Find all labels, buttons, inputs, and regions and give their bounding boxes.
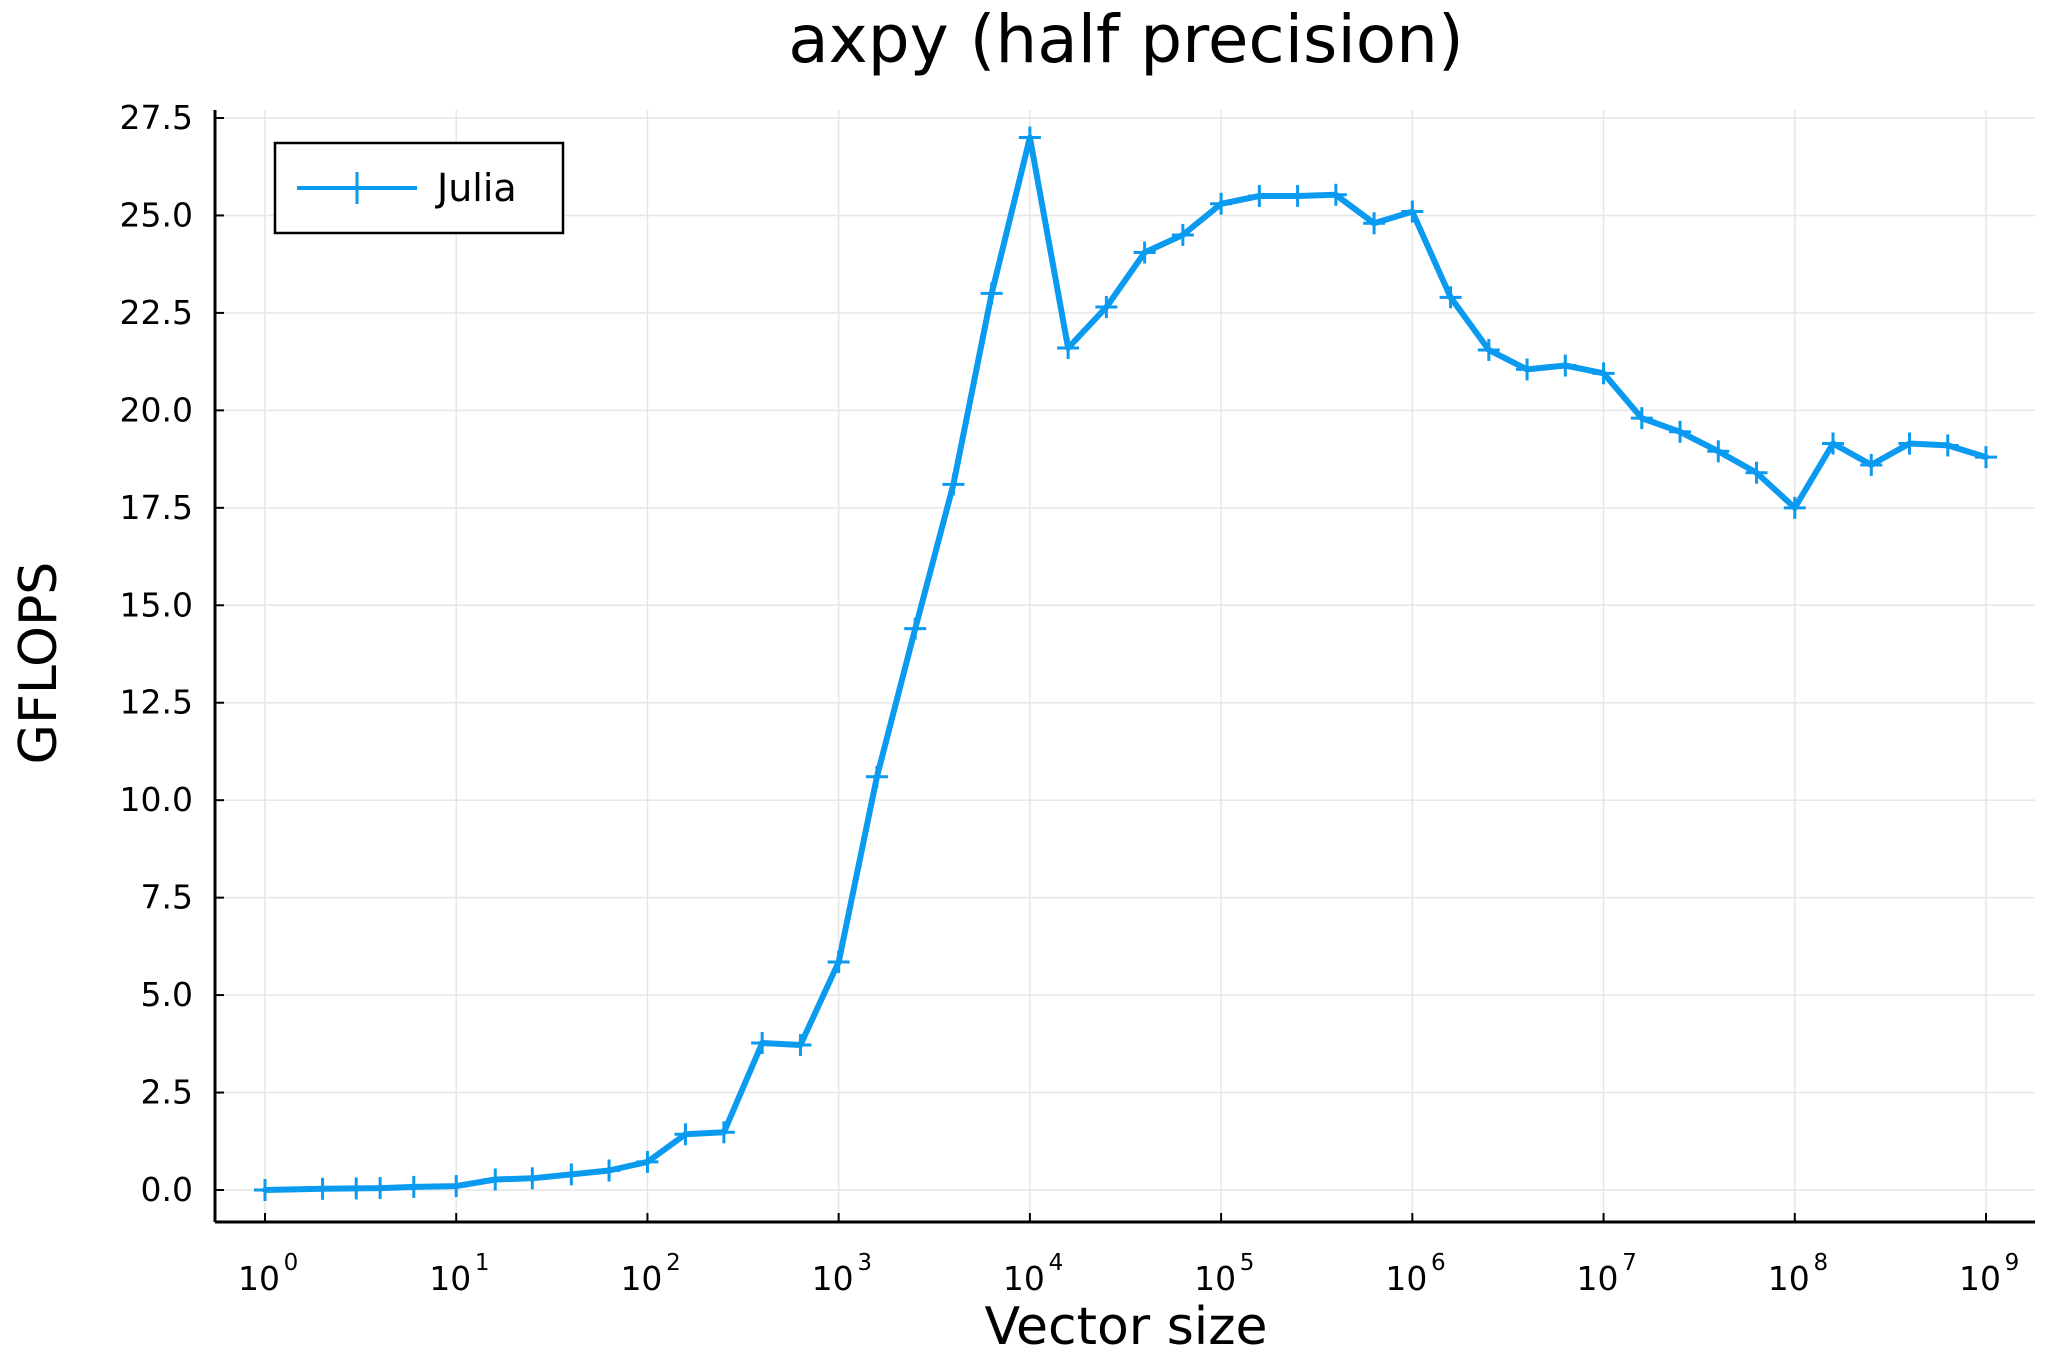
x-tick-label: 10 bbox=[1768, 1259, 1810, 1298]
data-point bbox=[636, 1150, 659, 1173]
x-tick-label: 10 bbox=[1003, 1259, 1045, 1298]
x-tick-exponent: 2 bbox=[666, 1250, 681, 1276]
data-point bbox=[521, 1167, 544, 1190]
data-point bbox=[980, 282, 1003, 305]
data-point bbox=[484, 1168, 507, 1191]
data-point bbox=[1477, 338, 1500, 361]
data-point bbox=[942, 473, 965, 496]
legend-label: Julia bbox=[435, 166, 517, 210]
data-point bbox=[369, 1177, 392, 1200]
x-tick-label: 10 bbox=[429, 1259, 471, 1298]
data-point bbox=[751, 1032, 774, 1055]
x-tick-exponent: 1 bbox=[475, 1250, 490, 1276]
data-point bbox=[1363, 212, 1386, 235]
data-point bbox=[1057, 336, 1080, 359]
data-point bbox=[254, 1179, 276, 1201]
data-point bbox=[1210, 192, 1233, 215]
y-tick-label: 0.0 bbox=[141, 1170, 193, 1209]
y-tick-label: 22.5 bbox=[120, 293, 193, 332]
data-point bbox=[1095, 296, 1118, 319]
x-tick-label: 10 bbox=[1959, 1259, 2001, 1298]
data-point bbox=[1018, 126, 1041, 149]
y-tick-label: 7.5 bbox=[141, 878, 193, 917]
y-tick-label: 17.5 bbox=[120, 488, 193, 527]
data-point bbox=[1248, 184, 1271, 207]
data-point bbox=[1975, 446, 1997, 469]
data-point bbox=[560, 1163, 583, 1186]
data-point bbox=[1745, 461, 1768, 484]
x-tick-label: 10 bbox=[238, 1259, 280, 1298]
data-point bbox=[1324, 183, 1347, 206]
x-tick-exponent: 6 bbox=[1431, 1250, 1446, 1276]
x-tick-exponent: 9 bbox=[2005, 1250, 2020, 1276]
data-point bbox=[345, 1177, 368, 1200]
data-point bbox=[1133, 241, 1156, 264]
x-tick-exponent: 8 bbox=[1813, 1250, 1828, 1276]
data-point bbox=[1171, 223, 1194, 246]
data-point bbox=[827, 950, 850, 973]
x-tick-exponent: 7 bbox=[1622, 1250, 1637, 1276]
y-tick-label: 10.0 bbox=[120, 780, 193, 819]
data-point bbox=[402, 1175, 425, 1198]
tick-labels: 0.0 2.5 5.0 7.5 10.0 12.5 15.0 17.5 20.0 22.5 25.0… bbox=[120, 98, 2020, 1298]
y-tick-label: 5.0 bbox=[141, 975, 193, 1014]
data-point bbox=[1630, 407, 1653, 430]
data-point bbox=[865, 765, 888, 788]
data-point bbox=[1860, 453, 1883, 476]
data-point bbox=[789, 1033, 812, 1056]
y-tick-label: 15.0 bbox=[120, 585, 193, 624]
chart-title: axpy (half precision) bbox=[788, 1, 1464, 78]
x-tick-label: 10 bbox=[1577, 1259, 1619, 1298]
data-point bbox=[1401, 200, 1424, 223]
y-tick-label: 25.0 bbox=[120, 195, 193, 234]
grid bbox=[215, 110, 2035, 1222]
data-point bbox=[1707, 440, 1730, 463]
x-tick-label: 10 bbox=[812, 1259, 854, 1298]
data-point bbox=[1286, 184, 1309, 207]
y-tick-label: 20.0 bbox=[120, 390, 193, 429]
y-tick-label: 27.5 bbox=[120, 98, 193, 137]
data-point bbox=[1439, 286, 1462, 309]
x-tick-label: 10 bbox=[1385, 1259, 1427, 1298]
data-point bbox=[712, 1121, 735, 1144]
data-point bbox=[674, 1123, 697, 1146]
x-tick-exponent: 0 bbox=[284, 1250, 299, 1276]
data-point bbox=[1592, 362, 1615, 385]
data-point bbox=[445, 1175, 468, 1198]
x-axis-title: Vector size bbox=[984, 1297, 1267, 1357]
data-point bbox=[311, 1177, 334, 1200]
y-axis-title: GFLOPS bbox=[9, 562, 69, 765]
x-tick-label: 10 bbox=[620, 1259, 662, 1298]
axes bbox=[213, 110, 2035, 1224]
data-point bbox=[1936, 434, 1959, 457]
data-point bbox=[1669, 420, 1692, 443]
y-tick-label: 2.5 bbox=[141, 1073, 193, 1112]
data-point bbox=[1516, 358, 1539, 381]
series-line-julia bbox=[262, 134, 1989, 1193]
plot-series bbox=[254, 126, 1997, 1201]
y-tick-label: 12.5 bbox=[120, 683, 193, 722]
data-point bbox=[1898, 432, 1921, 455]
x-tick-exponent: 4 bbox=[1049, 1250, 1064, 1276]
data-point bbox=[1783, 496, 1806, 519]
legend: Julia bbox=[273, 141, 565, 235]
data-point bbox=[1554, 354, 1577, 377]
data-point bbox=[904, 617, 927, 640]
x-tick-label: 10 bbox=[1194, 1259, 1236, 1298]
x-tick-exponent: 5 bbox=[1240, 1250, 1255, 1276]
data-point bbox=[1822, 432, 1845, 455]
x-tick-exponent: 3 bbox=[857, 1250, 872, 1276]
data-point bbox=[598, 1159, 621, 1182]
